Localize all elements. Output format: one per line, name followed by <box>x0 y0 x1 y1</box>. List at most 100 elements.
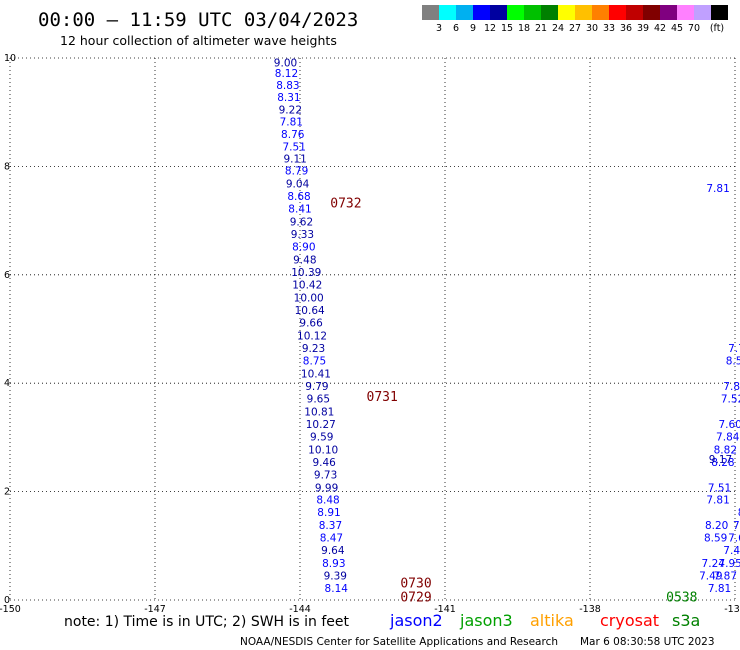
colorbar-swatch <box>422 5 439 20</box>
chart-subtitle: 12 hour collection of altimeter wave hei… <box>60 33 337 48</box>
pass-time-label: 0731 <box>367 390 398 405</box>
wave-height-label: 10.10 <box>308 444 338 456</box>
legend-item: cryosat <box>600 611 659 630</box>
wave-height-label: 10.39 <box>291 267 321 279</box>
colorbar-label: 42 <box>654 23 666 34</box>
grid-lines <box>9 57 736 601</box>
wave-height-label: 8.28 <box>711 457 734 469</box>
colorbar-swatch <box>677 5 694 20</box>
wave-height-label: 10.12 <box>297 331 327 343</box>
wave-height-label: 8.79 <box>285 166 308 178</box>
legend-note: note: 1) Time is in UTC; 2) SWH is in fe… <box>64 614 350 630</box>
wave-height-label: 9.33 <box>291 229 314 241</box>
wave-height-label: 7.51 <box>283 141 306 153</box>
wave-height-label: 9.39 <box>324 571 347 583</box>
colorbar-swatch <box>592 5 609 20</box>
wave-height-label: 9.59 <box>310 431 333 443</box>
pass-time-label: 0729 <box>400 590 431 605</box>
wave-height-label: 7.84 <box>716 431 740 443</box>
y-tick-label: 4 <box>4 378 10 389</box>
wave-height-label: 9.04 <box>286 179 310 191</box>
colorbar-label: 36 <box>620 23 632 34</box>
legend-item: jason2 <box>389 611 443 630</box>
colorbar-swatch <box>490 5 507 20</box>
pass-time-label: 0730 <box>400 577 431 592</box>
colorbar-swatch <box>643 5 660 20</box>
colorbar-label: 30 <box>586 23 598 34</box>
colorbar-swatch <box>507 5 524 20</box>
pass-annotations: 0732073107300729053800 <box>330 196 697 605</box>
wave-height-label: 8.82 <box>714 444 737 456</box>
colorbar-label: (ft) <box>710 23 724 34</box>
wave-height-label: 7.41 <box>723 545 740 557</box>
colorbar-swatch <box>473 5 490 20</box>
wave-height-label: 8.52 <box>726 355 740 367</box>
wave-height-label: 7.68 <box>728 533 740 545</box>
wave-height-label: 7.51 <box>708 482 731 494</box>
wave-height-label: 7.66 <box>733 520 740 532</box>
wave-height-label: 8.48 <box>316 495 339 507</box>
wave-height-label: 8.31 <box>277 92 300 104</box>
wave-height-label: 9.23 <box>302 343 325 355</box>
y-tick-label: 6 <box>4 270 10 281</box>
wave-height-label: 10.27 <box>306 419 336 431</box>
wave-height-label: 8.41 <box>288 204 311 216</box>
wave-height-label: 7.70 <box>728 343 740 355</box>
y-axis-ticks: 0 2 4 6 8 10 <box>4 53 16 606</box>
wave-height-label: 7.52 <box>721 393 740 405</box>
colorbar-swatch <box>558 5 575 20</box>
wave-height-label: 8.93 <box>322 558 345 570</box>
wave-height-label: 10.41 <box>301 368 331 380</box>
x-tick-label: -135 <box>724 604 740 615</box>
wave-height-label: 8.20 <box>705 520 728 532</box>
colorbar-swatch <box>626 5 643 20</box>
colorbar-label: 33 <box>603 23 615 34</box>
colorbar-label: 15 <box>501 23 513 34</box>
colorbar-label: 6 <box>453 23 459 34</box>
colorbar-swatch <box>541 5 558 20</box>
legend-item: jason3 <box>459 611 513 630</box>
wave-height-label: 7.95 <box>718 558 740 570</box>
wave-height-label: 10.00 <box>294 293 324 305</box>
x-tick-label: -141 <box>434 604 456 615</box>
wave-height-label: 9.46 <box>312 457 336 469</box>
colorbar-swatch <box>609 5 626 20</box>
x-tick-label: -138 <box>579 604 601 615</box>
wave-height-label: 10.81 <box>304 406 334 418</box>
wave-height-label: 8.91 <box>317 507 340 519</box>
wave-height-label: 9.48 <box>293 255 316 267</box>
legend-item: altika <box>530 611 574 630</box>
wave-height-label: 9.11 <box>283 153 306 165</box>
colorbar-swatch <box>694 5 711 20</box>
wave-height-label: 8.12 <box>275 68 298 80</box>
wave-height-label: 10.64 <box>295 305 325 317</box>
colorbar-label: 9 <box>470 23 476 34</box>
wave-height-label: 8.83 <box>276 80 299 92</box>
colorbar-label: 24 <box>552 23 564 34</box>
wave-height-label: 9.22 <box>279 104 302 116</box>
data-points: 9.008.128.838.319.227.818.767.519.118.79… <box>274 57 740 595</box>
wave-height-label: 8.14 <box>325 583 349 595</box>
colorbar-swatch <box>456 5 473 20</box>
pass-time-label: 0732 <box>330 196 361 211</box>
colorbar-label: 18 <box>518 23 530 34</box>
wave-height-label: 10.42 <box>292 280 322 292</box>
wave-height-label: 7.24 <box>702 558 726 570</box>
wave-height-label: 9.64 <box>321 545 345 557</box>
wave-height-label: 8.76 <box>281 129 305 141</box>
y-tick-label: 0 <box>4 595 10 606</box>
wave-height-label: 7.87 <box>723 381 740 393</box>
wave-height-label: 8.75 <box>303 355 326 367</box>
wave-height-label: 9.73 <box>314 469 337 481</box>
satellite-legend: jason2 jason3 altika cryosat s3a <box>389 611 700 630</box>
wave-height-label: 7.81 <box>280 116 303 128</box>
footer-credit: NOAA/NESDIS Center for Satellite Applica… <box>240 636 558 648</box>
wave-height-label: 8.68 <box>287 191 310 203</box>
x-tick-label: -150 <box>0 604 21 615</box>
wave-height-label: 8.59 <box>704 533 727 545</box>
colorbar-swatch <box>439 5 456 20</box>
wave-height-label: 9.79 <box>305 381 328 393</box>
x-tick-label: -147 <box>144 604 166 615</box>
wave-height-label: 9.66 <box>299 317 323 329</box>
